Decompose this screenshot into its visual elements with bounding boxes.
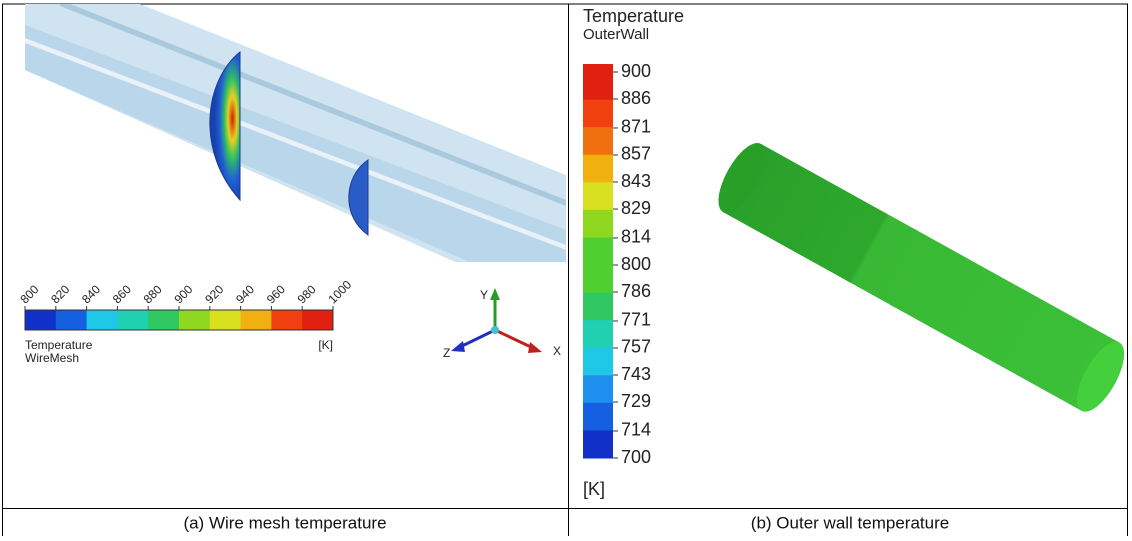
tick-label: 860	[110, 282, 134, 306]
tick-label: 814	[621, 227, 651, 247]
colorbar-segment	[583, 403, 613, 431]
colorbar-segment	[25, 310, 56, 330]
colorbar-segment	[583, 100, 613, 128]
legend-unit: [K]	[318, 338, 333, 352]
tick-label: 786	[621, 281, 651, 301]
colorbar-segment	[56, 310, 87, 330]
tick-label: 886	[621, 88, 651, 108]
colorbar-segment	[87, 310, 118, 330]
legend-title: Temperature	[25, 338, 93, 352]
colorbar-segment	[583, 293, 613, 321]
axis-triad	[451, 288, 542, 353]
colorbar-segment	[241, 310, 272, 330]
axis-label: Y	[480, 288, 488, 302]
legend-unit: [K]	[583, 479, 605, 499]
caption: (b) Outer wall temperature	[751, 513, 949, 532]
tick-label: 880	[141, 282, 165, 306]
legend-title: Temperature	[583, 6, 684, 26]
tick-label: 800	[17, 282, 41, 306]
colorbar-segment	[302, 310, 333, 330]
colorbar-segment	[583, 348, 613, 376]
tick-label: 840	[79, 282, 103, 306]
colorbar-segment	[583, 210, 613, 238]
colorbar-segment	[179, 310, 210, 330]
colorbar-segment	[583, 127, 613, 155]
legend-subtitle: OuterWall	[583, 26, 649, 43]
tick-label: 800	[621, 254, 651, 274]
colorbar-cap	[583, 64, 613, 72]
colorbar-segment	[583, 155, 613, 183]
tick-label: 960	[264, 282, 288, 306]
tick-label: 920	[202, 282, 226, 306]
colorbar-segment	[583, 72, 613, 100]
colorbar-segment	[583, 265, 613, 293]
tick-label: 757	[621, 337, 651, 357]
colorbar-segment	[583, 320, 613, 348]
axis-label: Z	[443, 346, 450, 360]
axis-label: X	[553, 344, 561, 358]
colorbar-segment	[583, 182, 613, 210]
legend-subtitle: WireMesh	[25, 351, 79, 365]
tick-label: 940	[233, 282, 257, 306]
colorbar-segment	[117, 310, 148, 330]
tick-label: 714	[621, 420, 651, 440]
colorbar-segment	[583, 237, 613, 265]
tick-label: 700	[621, 447, 651, 467]
tick-label: 857	[621, 144, 651, 164]
tick-label: 820	[48, 282, 72, 306]
figure: Y X Z Temperature WireMesh [K] Temperatu…	[0, 0, 1132, 536]
tick-label: 843	[621, 171, 651, 191]
tick-label: 980	[295, 282, 319, 306]
colorbar-segment	[583, 430, 613, 458]
colorbar-segment	[271, 310, 302, 330]
outer-wall-render	[709, 136, 1132, 419]
tick-label: 729	[621, 391, 651, 411]
caption: (a) Wire mesh temperature	[183, 513, 386, 532]
tick-label: 900	[171, 282, 195, 306]
tick-label: 829	[621, 198, 651, 218]
tick-label: 900	[621, 61, 651, 81]
tick-label: 871	[621, 117, 651, 137]
wire-mesh-render	[25, 0, 566, 262]
colorbar-segment	[583, 375, 613, 403]
tick-label: 771	[621, 310, 651, 330]
colorbar-segment	[210, 310, 241, 330]
tick-label: 1000	[325, 277, 354, 306]
colorbar-segment	[148, 310, 179, 330]
tick-label: 743	[621, 364, 651, 384]
